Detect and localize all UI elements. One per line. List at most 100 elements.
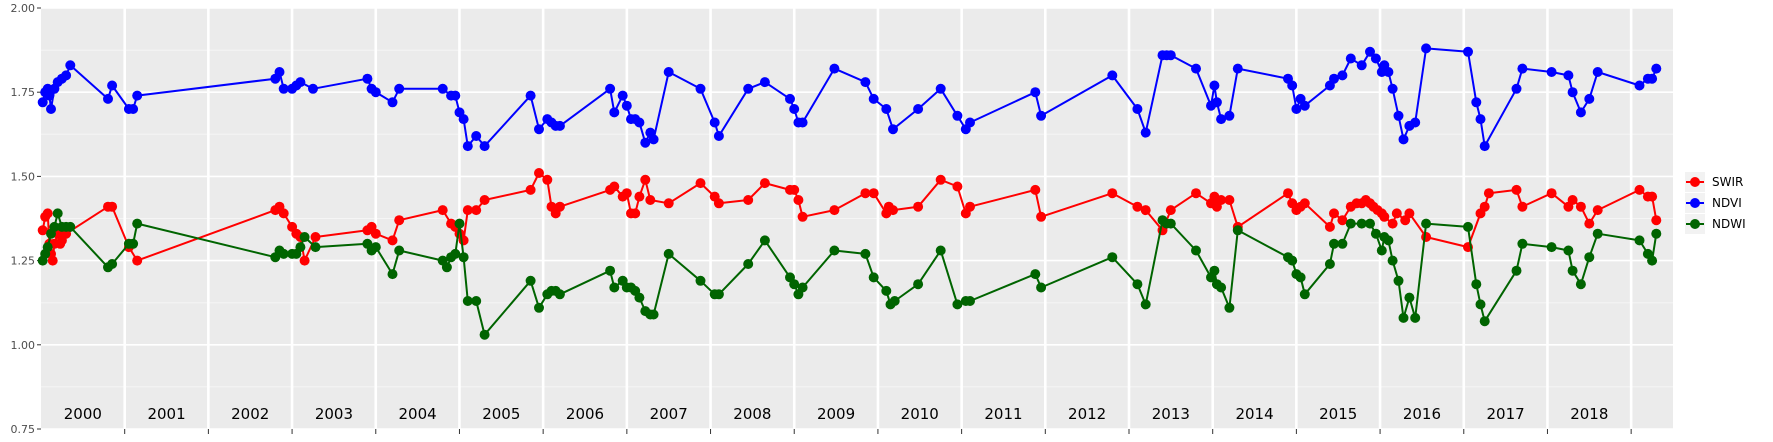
data-point-ndvi <box>860 77 871 88</box>
data-point-ndwi <box>759 235 770 246</box>
year-label-2005: 2005 <box>482 405 520 423</box>
data-point-ndwi <box>1356 218 1367 229</box>
data-point-ndwi <box>713 289 724 300</box>
data-point-ndvi <box>965 117 975 128</box>
data-point-swir <box>554 201 565 212</box>
data-point-ndwi <box>1329 238 1339 249</box>
data-point-swir <box>1299 198 1310 209</box>
data-point-swir <box>1216 195 1227 205</box>
data-point-ndvi <box>1398 134 1409 145</box>
data-point-swir <box>759 178 770 189</box>
data-point-swir <box>525 184 536 195</box>
year-label-2010: 2010 <box>901 405 939 423</box>
data-point-ndvi <box>1356 60 1367 71</box>
data-point-swir <box>621 188 632 199</box>
data-point-ndvi <box>1030 87 1041 98</box>
data-point-swir <box>663 198 674 209</box>
data-point-ndvi <box>107 80 118 91</box>
data-point-ndwi <box>1410 312 1421 323</box>
data-point-swir <box>789 184 800 195</box>
data-point-ndwi <box>648 309 659 320</box>
data-point-ndvi <box>1329 73 1339 84</box>
data-point-swir <box>630 208 641 219</box>
data-point-ndvi <box>709 117 720 128</box>
data-point-ndwi <box>881 285 892 296</box>
data-point-ndwi <box>1651 228 1662 239</box>
data-point-ndwi <box>1546 242 1557 253</box>
data-point-ndvi <box>103 93 113 104</box>
data-point-ndvi <box>1651 63 1662 74</box>
data-point-ndwi <box>1365 218 1375 229</box>
data-point-ndvi <box>1299 100 1310 111</box>
data-point-ndvi <box>1287 80 1298 91</box>
data-point-ndvi <box>913 104 924 114</box>
data-point-ndvi <box>663 67 674 77</box>
series-layer <box>37 43 1662 340</box>
data-point-ndwi <box>860 248 871 259</box>
data-point-swir <box>1387 218 1398 229</box>
data-point-ndvi <box>1584 93 1595 104</box>
data-point-swir <box>1546 188 1557 199</box>
legend-label-ndvi: NDVI <box>1712 196 1742 210</box>
data-point-swir <box>1329 208 1339 219</box>
data-point-ndvi <box>621 100 632 111</box>
data-point-ndvi <box>648 134 659 145</box>
data-point-swir <box>462 205 473 216</box>
data-point-ndvi <box>525 90 536 101</box>
data-point-ndwi <box>1036 282 1047 293</box>
data-point-ndvi <box>1209 80 1220 91</box>
data-point-ndwi <box>394 245 405 256</box>
data-point-swir <box>1404 208 1415 219</box>
data-point-ndwi <box>310 242 321 253</box>
data-point-ndvi <box>450 90 461 101</box>
data-point-swir <box>1479 201 1490 212</box>
x-axis-ticks <box>124 429 1632 434</box>
data-point-swir <box>534 168 544 178</box>
data-point-ndwi <box>1567 265 1578 276</box>
data-point-swir <box>713 198 724 209</box>
data-point-swir <box>797 211 808 222</box>
data-point-ndvi <box>1563 70 1574 81</box>
data-point-ndwi <box>65 221 76 232</box>
data-point-ndwi <box>1030 269 1041 280</box>
data-point-swir <box>1647 191 1658 202</box>
data-point-swir <box>1517 201 1528 212</box>
data-point-ndvi <box>308 83 318 94</box>
data-point-ndwi <box>1475 299 1486 310</box>
data-point-ndvi <box>1165 50 1176 61</box>
data-point-swir <box>1140 205 1151 216</box>
year-label-2001: 2001 <box>147 405 185 423</box>
data-point-ndwi <box>889 296 900 306</box>
data-point-ndwi <box>554 289 565 300</box>
data-point-ndvi <box>640 137 651 148</box>
data-point-ndwi <box>132 218 143 229</box>
data-point-ndvi <box>888 124 898 135</box>
data-point-ndwi <box>1165 218 1176 229</box>
data-point-ndvi <box>1036 110 1047 121</box>
data-point-ndvi <box>789 104 800 114</box>
data-point-ndwi <box>1216 282 1227 293</box>
data-point-ndvi <box>609 107 620 118</box>
data-point-ndwi <box>370 242 381 253</box>
data-point-ndvi <box>1517 63 1528 74</box>
data-point-ndvi <box>605 83 616 94</box>
data-point-swir <box>37 225 48 236</box>
data-point-ndvi <box>394 83 405 94</box>
data-point-swir <box>695 178 706 189</box>
data-point-ndwi <box>454 218 465 229</box>
data-point-ndwi <box>387 269 398 280</box>
data-point-swir <box>1379 211 1390 222</box>
data-point-swir <box>634 191 645 202</box>
data-point-swir <box>1634 184 1645 195</box>
data-point-ndwi <box>471 296 482 306</box>
year-label-2017: 2017 <box>1487 405 1525 423</box>
data-point-swir <box>310 232 321 242</box>
grid-lines <box>41 7 1673 430</box>
data-point-ndwi <box>1463 221 1473 232</box>
data-point-ndvi <box>1211 97 1222 108</box>
data-point-ndwi <box>1337 238 1348 249</box>
data-point-ndwi <box>913 279 924 290</box>
data-point-ndwi <box>1209 265 1220 276</box>
data-point-ndvi <box>785 93 795 104</box>
